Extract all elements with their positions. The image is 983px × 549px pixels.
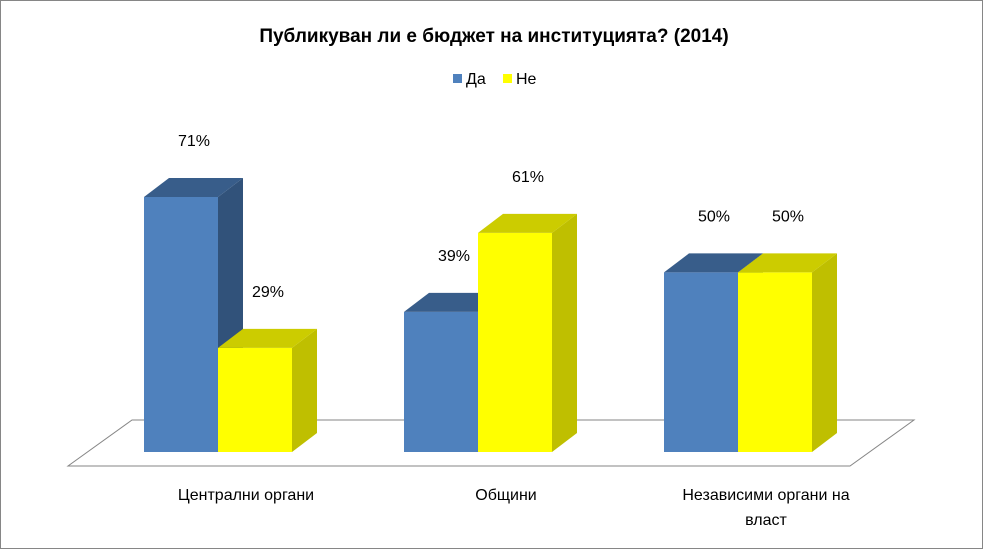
- data-label-da-3: 50%: [698, 208, 730, 225]
- bar-side: [292, 328, 317, 452]
- data-label-ne-2: 61%: [512, 169, 544, 186]
- bar-ne-2: [478, 213, 577, 452]
- bar-top: [664, 253, 763, 273]
- bar-front: [404, 311, 478, 452]
- bar-front: [144, 197, 218, 452]
- category-label-1: Централни органи: [178, 487, 314, 504]
- legend-swatch-da: [453, 74, 462, 83]
- bars-group: [144, 178, 837, 452]
- bar-front: [738, 272, 812, 452]
- bar-front: [664, 272, 738, 452]
- bar-side: [812, 253, 837, 452]
- chart-title: Публикуван ли е бюджет на институцията? …: [259, 26, 728, 47]
- bar-side: [552, 213, 577, 452]
- legend-label-ne: Не: [516, 71, 537, 88]
- bar-ne-3: [738, 253, 837, 452]
- bar-top: [478, 213, 577, 233]
- bar-top: [738, 253, 837, 273]
- bar-front: [218, 347, 292, 452]
- data-label-da-2: 39%: [438, 248, 470, 265]
- data-labels-group: 71% 29% 39% 61% 50% 50%: [178, 133, 804, 301]
- category-label-3: Независими органи на: [682, 487, 849, 504]
- data-label-ne-3: 50%: [772, 208, 804, 225]
- category-label-3: власт: [745, 512, 787, 529]
- bar-top: [144, 178, 243, 197]
- bar-top: [218, 328, 317, 348]
- legend-label-da: Да: [466, 71, 486, 88]
- data-label-da-1: 71%: [178, 133, 210, 150]
- bar-ne-1: [218, 328, 317, 452]
- legend-swatch-ne: [503, 74, 512, 83]
- category-label-2: Общини: [475, 487, 536, 504]
- category-labels-group: Централни органи Общини Независими органи …: [178, 487, 850, 529]
- data-label-ne-1: 29%: [252, 284, 284, 301]
- legend: Да Не: [453, 71, 537, 88]
- bar-front: [478, 232, 552, 452]
